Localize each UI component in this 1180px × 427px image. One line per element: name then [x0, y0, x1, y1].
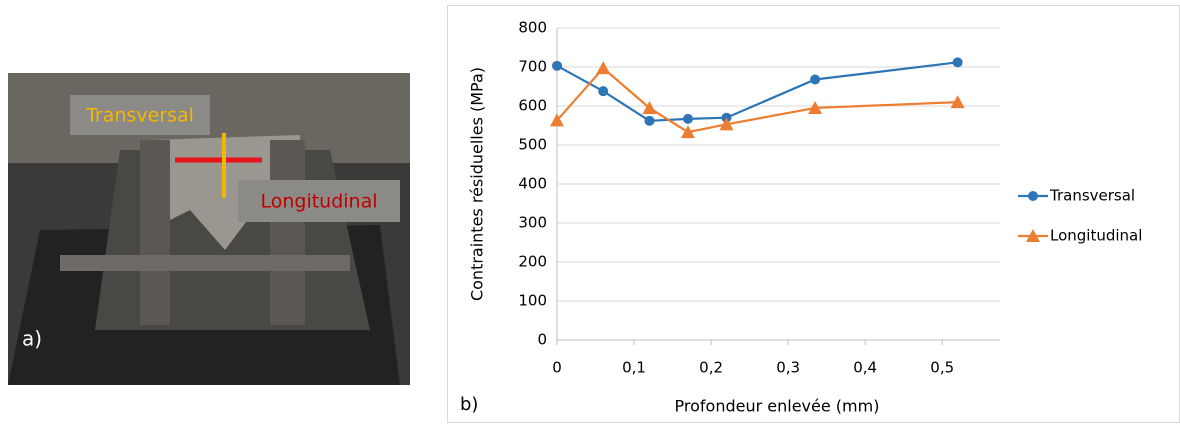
legend-label: Transversal [1049, 187, 1135, 205]
photo-label: Longitudinal [260, 191, 377, 213]
y-axis-label: Contraintes résiduelles (MPa) [468, 67, 487, 301]
photo-label: Transversal [85, 105, 194, 127]
marker [680, 125, 695, 139]
x-tick-label: 0,4 [853, 359, 877, 377]
y-tick-label: 800 [518, 19, 547, 37]
series-line [556, 61, 958, 122]
label-box [238, 180, 400, 222]
jaw-left [140, 140, 170, 325]
x-axis-label: Profondeur enlevée (mm) [675, 397, 880, 416]
marker [596, 61, 611, 75]
x-tick-label: 0,5 [930, 359, 954, 377]
x-tick-label: 0,1 [622, 359, 646, 377]
screw [60, 255, 350, 271]
y-tick-label: 300 [518, 214, 547, 232]
y-tick-label: 700 [518, 58, 547, 76]
chart: Profondeur enlevée (mm) Contraintes rési… [447, 5, 1180, 423]
legend-label: Longitudinal [1050, 227, 1142, 245]
y-tick-label: 200 [518, 253, 547, 271]
y-tick-label: 0 [537, 331, 547, 349]
label-box [70, 95, 210, 135]
photo: Transversal Longitudinal a) [8, 73, 410, 385]
marker [808, 100, 823, 114]
marker [950, 95, 965, 109]
marker [598, 86, 609, 97]
y-tick-label: 600 [518, 97, 547, 115]
marker [719, 117, 734, 131]
x-tick-label: 0,3 [776, 359, 800, 377]
y-tick-label: 400 [518, 175, 547, 193]
legend-marker [1028, 191, 1038, 201]
x-tick-label: 0,2 [699, 359, 723, 377]
panel-label: a) [22, 327, 42, 351]
marker [642, 100, 657, 114]
y-tick-label: 500 [518, 136, 547, 154]
jaw-right [270, 140, 305, 325]
marker [810, 74, 821, 85]
marker [682, 113, 693, 124]
legend-marker [1026, 229, 1040, 242]
marker [550, 113, 564, 127]
marker [552, 60, 562, 71]
marker [952, 57, 963, 68]
marker [644, 115, 655, 126]
x-tick-label: 0 [552, 359, 562, 377]
panel-label: b) [460, 394, 478, 415]
y-tick-label: 100 [518, 292, 547, 310]
